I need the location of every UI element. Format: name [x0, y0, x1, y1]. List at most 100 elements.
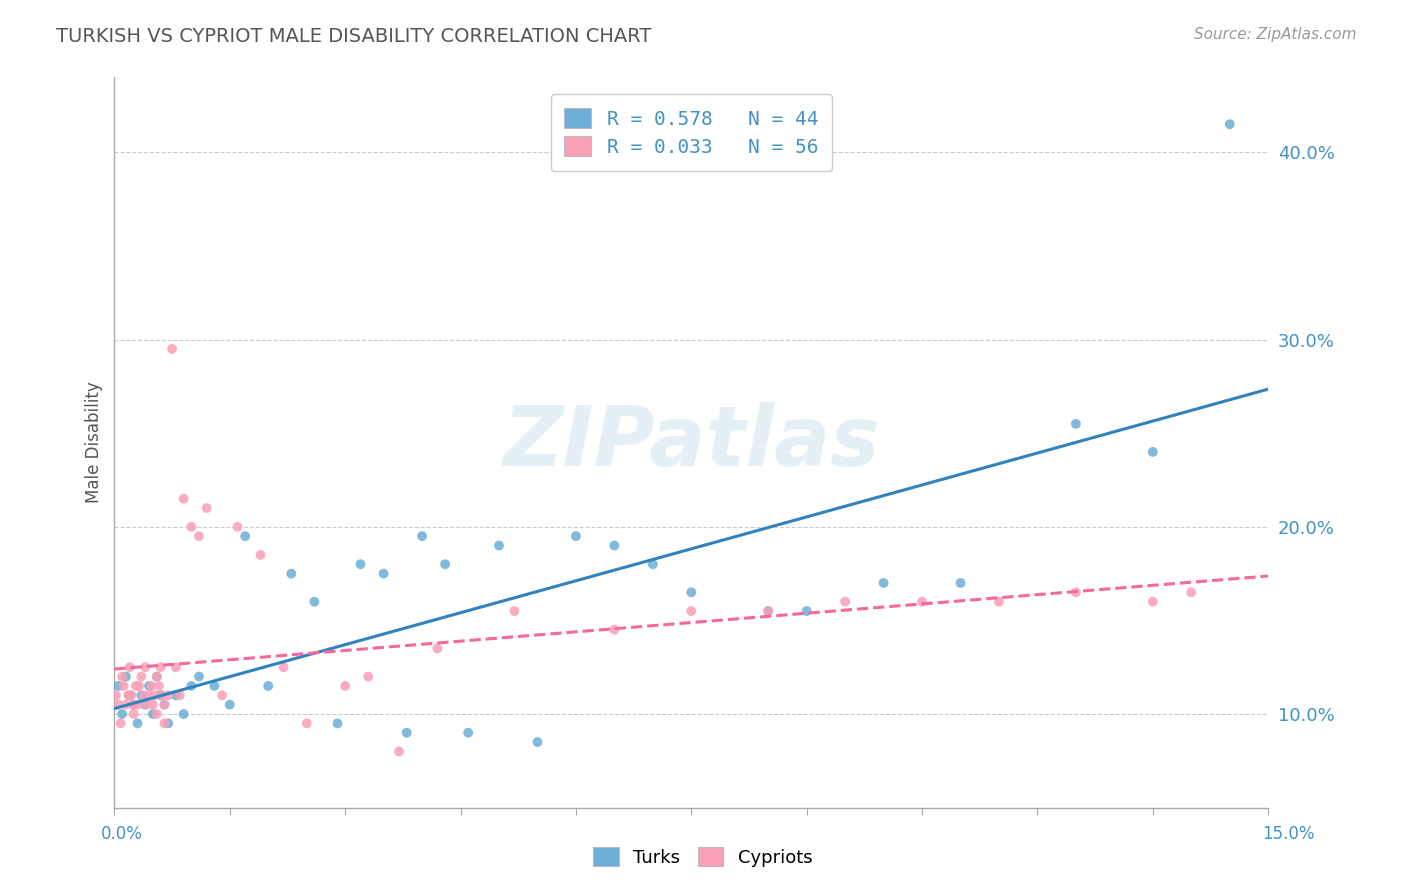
Point [138, 688, 160, 702]
Point [526, 735, 548, 749]
Point [304, 595, 326, 609]
Point [153, 716, 176, 731]
Point [949, 576, 972, 591]
Point [987, 595, 1010, 609]
Point [149, 688, 172, 702]
Point [488, 539, 510, 553]
Point [834, 595, 856, 609]
Point [115, 669, 138, 683]
Point [211, 688, 233, 702]
Text: ZIPatlas: ZIPatlas [502, 402, 880, 483]
Point [1180, 585, 1202, 599]
Point [150, 688, 173, 702]
Point [411, 529, 433, 543]
Point [233, 529, 256, 543]
Point [872, 576, 894, 591]
Point [195, 501, 218, 516]
Point [112, 679, 135, 693]
Point [295, 716, 318, 731]
Point [135, 698, 157, 712]
Point [127, 698, 149, 712]
Point [122, 698, 145, 712]
Point [131, 688, 153, 702]
Point [120, 688, 142, 702]
Point [911, 595, 934, 609]
Point [122, 706, 145, 721]
Point [603, 539, 626, 553]
Point [169, 688, 191, 702]
Point [426, 641, 449, 656]
Point [165, 688, 187, 702]
Point [110, 716, 132, 731]
Point [115, 698, 138, 712]
Point [118, 688, 141, 702]
Point [142, 698, 165, 712]
Point [141, 679, 163, 693]
Point [134, 660, 156, 674]
Point [157, 688, 180, 702]
Point [107, 679, 129, 693]
Point [681, 604, 703, 618]
Text: 0.0%: 0.0% [101, 825, 143, 843]
Point [180, 679, 202, 693]
Point [122, 698, 145, 712]
Point [145, 706, 167, 721]
Point [349, 558, 371, 572]
Point [333, 679, 356, 693]
Legend: Turks, Cypriots: Turks, Cypriots [586, 840, 820, 874]
Point [125, 679, 148, 693]
Point [503, 604, 526, 618]
Point [1142, 595, 1164, 609]
Point [1142, 445, 1164, 459]
Point [149, 660, 172, 674]
Point [134, 698, 156, 712]
Point [153, 698, 176, 712]
Point [202, 679, 225, 693]
Point [681, 585, 703, 599]
Point [257, 679, 280, 693]
Point [565, 529, 588, 543]
Point [280, 566, 302, 581]
Point [218, 698, 240, 712]
Point [107, 698, 129, 712]
Point [104, 688, 127, 702]
Point [249, 548, 271, 562]
Point [142, 706, 165, 721]
Point [388, 744, 411, 758]
Point [188, 529, 211, 543]
Point [160, 342, 183, 356]
Point [226, 520, 249, 534]
Point [157, 716, 180, 731]
Point [148, 679, 170, 693]
Point [131, 669, 153, 683]
Point [326, 716, 349, 731]
Point [127, 716, 149, 731]
Point [1064, 417, 1087, 431]
Point [180, 520, 202, 534]
Point [434, 558, 457, 572]
Point [173, 491, 195, 506]
Point [796, 604, 818, 618]
Point [153, 698, 176, 712]
Text: 15.0%: 15.0% [1263, 825, 1315, 843]
Text: Source: ZipAtlas.com: Source: ZipAtlas.com [1194, 27, 1357, 42]
Point [118, 660, 141, 674]
Point [132, 688, 155, 702]
Point [128, 679, 150, 693]
Point [143, 688, 166, 702]
Point [373, 566, 395, 581]
Point [357, 669, 380, 683]
Text: TURKISH VS CYPRIOT MALE DISABILITY CORRELATION CHART: TURKISH VS CYPRIOT MALE DISABILITY CORRE… [56, 27, 651, 45]
Legend: R = 0.578   N = 44, R = 0.033   N = 56: R = 0.578 N = 44, R = 0.033 N = 56 [551, 95, 832, 170]
Point [117, 688, 139, 702]
Point [1064, 585, 1087, 599]
Point [1219, 117, 1241, 131]
Point [173, 706, 195, 721]
Y-axis label: Male Disability: Male Disability [86, 382, 103, 503]
Point [273, 660, 295, 674]
Point [457, 725, 479, 739]
Point [111, 669, 134, 683]
Point [145, 669, 167, 683]
Point [138, 679, 160, 693]
Point [395, 725, 418, 739]
